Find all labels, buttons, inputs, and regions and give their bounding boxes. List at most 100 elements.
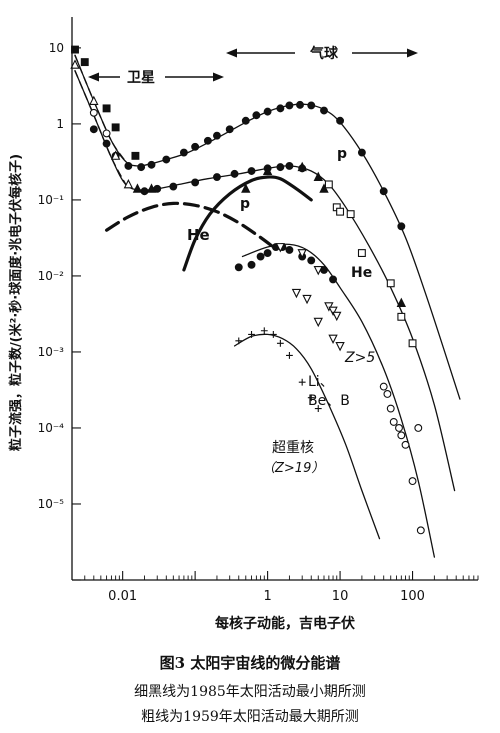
data-point-open-circle <box>383 390 392 398</box>
annotation-he-thick: He <box>351 265 372 281</box>
data-point-open-down-triangle <box>332 311 342 322</box>
data-point-open-down-triangle <box>302 294 312 305</box>
data-point-filled-circle <box>256 252 265 261</box>
series-curve-thick-dashed <box>105 201 275 249</box>
data-point-filled-circle <box>263 107 272 116</box>
data-point-plus <box>298 378 306 386</box>
data-point-filled-circle <box>357 148 366 157</box>
data-point-filled-circle <box>247 167 256 175</box>
data-point-filled-circle <box>329 275 338 284</box>
data-point-filled-circle <box>397 222 406 231</box>
chart-labels: 卫星 气球 p He p He Z>5 Li、 Be、B 超重核 （Z>19） <box>88 45 418 476</box>
data-point-open-circle <box>386 404 395 413</box>
data-point-open-down-triangle <box>328 334 338 344</box>
data-point-filled-circle <box>179 148 188 157</box>
data-point-filled-circle <box>247 260 256 269</box>
data-point-open-square <box>336 207 345 216</box>
satellite-arrow-left-head <box>88 72 99 82</box>
data-point-filled-triangle <box>396 297 407 307</box>
annotation-p-thick: p <box>240 196 250 212</box>
data-point-open-triangle <box>123 178 134 189</box>
y-tick-label: 1 <box>56 117 64 131</box>
data-point-open-circle <box>102 129 111 138</box>
data-point-open-square <box>357 249 366 258</box>
annotation-p: p <box>337 146 347 162</box>
data-point-plus <box>248 331 255 338</box>
data-point-filled-circle <box>263 249 272 258</box>
annotation-z5: Z>5 <box>344 350 375 366</box>
data-point-filled-circle <box>169 182 178 191</box>
data-point-filled-circle <box>203 136 212 145</box>
annotation-heavy: 超重核 <box>272 440 314 456</box>
data-point-filled-circle <box>296 100 304 109</box>
data-point-plus <box>286 352 293 359</box>
data-point-open-circle <box>401 440 410 449</box>
data-point-open-down-triangle <box>335 341 345 352</box>
data-point-open-triangle <box>89 95 99 105</box>
data-point-filled-circle <box>162 155 171 164</box>
data-point-filled-square <box>80 58 89 67</box>
series-curve-thick <box>182 175 313 272</box>
series-curve-dashed <box>74 54 127 163</box>
data-point-filled-square <box>111 123 120 132</box>
y-tick-label: 10⁻³ <box>38 345 65 359</box>
figure-caption-line-2: 粗线为1959年太阳活动最大期所测 <box>141 709 359 725</box>
data-point-filled-circle <box>212 131 221 140</box>
data-point-open-square <box>324 180 333 189</box>
data-point-open-circle <box>397 431 406 440</box>
data-point-filled-circle <box>124 161 133 170</box>
data-point-filled-triangle <box>146 183 157 193</box>
annotation-balloon: 气球 <box>309 45 339 62</box>
data-point-plus <box>307 394 315 402</box>
data-point-open-square <box>346 210 355 219</box>
data-point-open-down-triangle <box>328 306 338 317</box>
data-point-filled-circle <box>230 169 239 178</box>
data-point-filled-circle <box>252 111 261 120</box>
data-point-filled-circle <box>212 173 221 181</box>
data-point-filled-triangle <box>297 161 307 172</box>
series-curve-thin <box>233 333 381 540</box>
data-point-filled-circle <box>307 256 316 265</box>
data-point-filled-circle <box>234 263 243 272</box>
data-point-open-down-triangle <box>291 288 302 299</box>
chart-axes: 0.01 1 10 100 10 1 10⁻¹ 10⁻² 10⁻³ 10⁻⁴ 10⁻⁵ 每核子动能，吉… <box>8 17 479 632</box>
data-point-filled-square <box>102 104 111 113</box>
data-point-open-circle <box>89 108 98 117</box>
data-point-open-down-triangle <box>297 249 307 259</box>
data-point-open-square <box>397 312 406 321</box>
data-point-open-down-triangle <box>313 265 323 276</box>
data-point-plus <box>269 331 277 338</box>
y-tick-label: 10⁻⁴ <box>38 421 65 435</box>
data-point-filled-circle <box>147 160 156 169</box>
data-point-open-circle <box>414 424 423 432</box>
series-curve-dashed <box>74 70 127 186</box>
data-point-filled-circle <box>89 125 98 134</box>
data-point-filled-circle <box>379 187 388 196</box>
data-point-filled-triangle <box>132 183 143 193</box>
figure-caption-title: 图3 太阳宇宙线的微分能谱 <box>159 654 341 672</box>
data-point-filled-circle <box>225 125 234 134</box>
data-point-filled-circle <box>191 178 200 187</box>
x-tick-label: 10 <box>332 589 349 604</box>
x-tick-label: 100 <box>400 589 425 604</box>
data-point-filled-circle <box>191 142 200 151</box>
data-point-open-circle <box>379 382 388 391</box>
data-point-filled-circle <box>140 187 149 196</box>
data-point-filled-triangle <box>262 165 273 175</box>
data-point-filled-circle <box>285 161 294 170</box>
data-point-open-square <box>408 339 417 348</box>
data-point-open-circle <box>395 424 403 432</box>
data-point-filled-circle <box>320 106 328 115</box>
annotation-libeb: Li、 Be、B <box>308 374 350 409</box>
chart-markers <box>70 45 425 535</box>
data-point-filled-circle <box>102 139 111 148</box>
x-tick-label: 1 <box>263 589 271 604</box>
balloon-arrow-right-head <box>407 48 418 58</box>
data-point-filled-circle <box>336 116 345 125</box>
data-point-filled-circle <box>285 101 294 110</box>
data-point-filled-circle <box>285 245 294 254</box>
data-point-open-triangle <box>110 150 121 160</box>
data-point-filled-triangle <box>319 183 329 193</box>
data-point-filled-square <box>131 151 140 160</box>
